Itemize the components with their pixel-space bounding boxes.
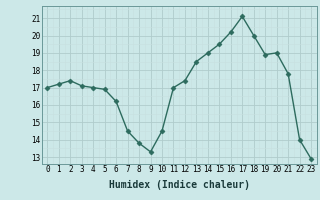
X-axis label: Humidex (Indice chaleur): Humidex (Indice chaleur) [109,180,250,190]
